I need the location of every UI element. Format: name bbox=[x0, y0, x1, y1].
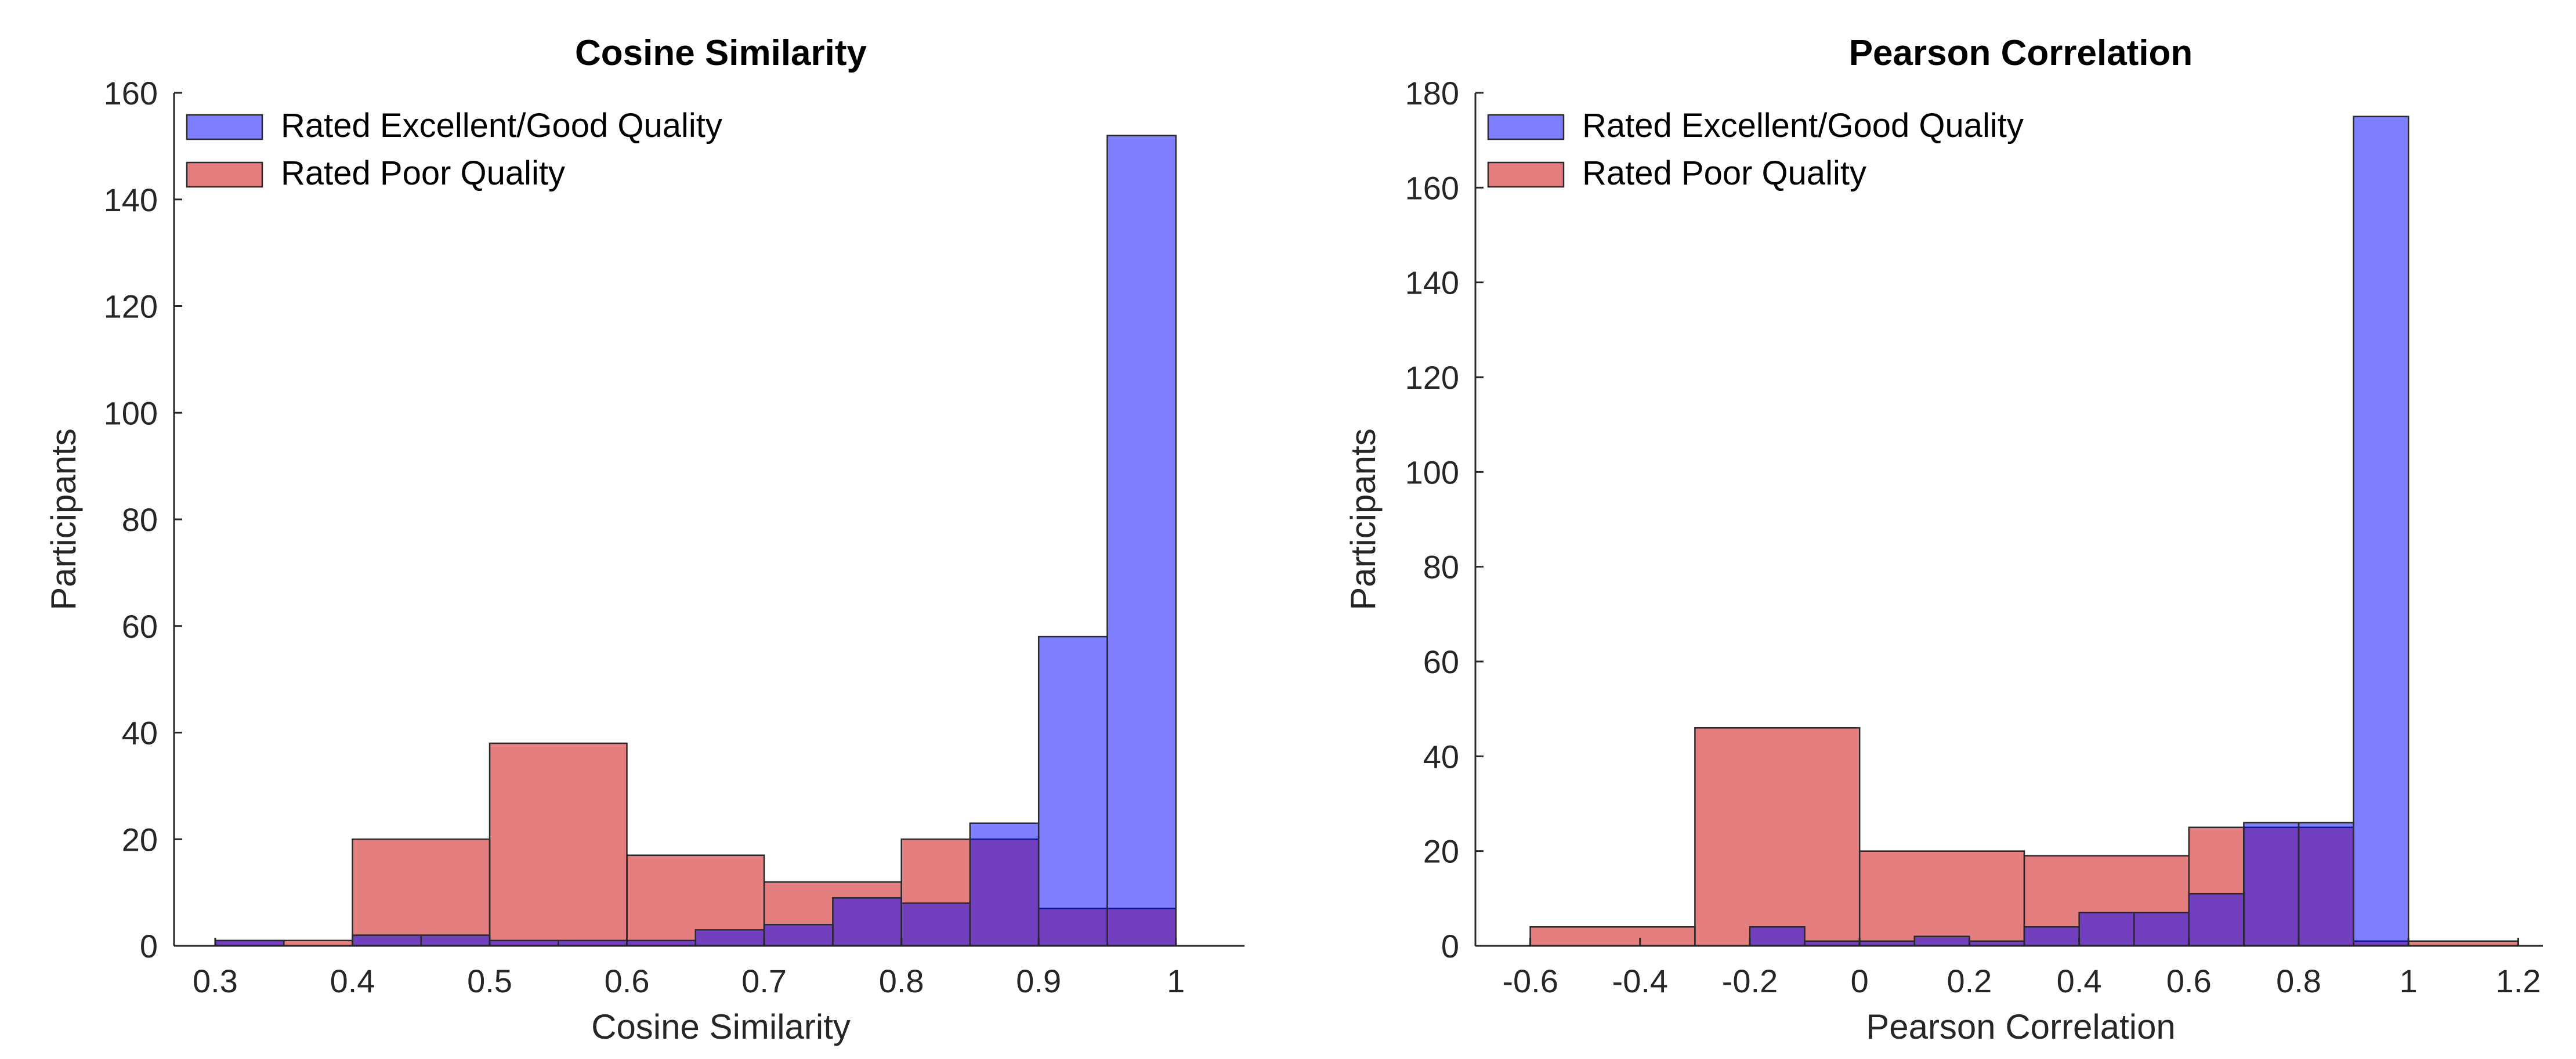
bar-poor-1 bbox=[352, 838, 491, 947]
x-tick-label: 0.8 bbox=[2276, 963, 2321, 999]
y-axis-label: Participants bbox=[44, 428, 83, 610]
legend-label-good: Rated Excellent/Good Quality bbox=[1582, 107, 2024, 144]
y-tick-label: 180 bbox=[1405, 75, 1459, 111]
bar-good-2 bbox=[352, 934, 422, 947]
bar-poor-2 bbox=[1858, 850, 2025, 947]
x-tick-label: 0.5 bbox=[467, 963, 512, 999]
bar-good-8 bbox=[2133, 912, 2190, 947]
bar-good-11 bbox=[2298, 822, 2354, 947]
bar-good-3 bbox=[420, 934, 491, 947]
x-tick-label: 0.4 bbox=[330, 963, 375, 999]
bar-good-9 bbox=[832, 897, 902, 947]
bar-poor-1 bbox=[1694, 727, 1861, 947]
y-tick-label: 60 bbox=[1423, 644, 1459, 680]
y-tick-label: 20 bbox=[1423, 833, 1459, 870]
bar-good-10 bbox=[900, 902, 971, 947]
bar-good-7 bbox=[694, 929, 765, 947]
y-tick-label: 80 bbox=[1423, 549, 1459, 585]
x-tick-label: 0.6 bbox=[605, 963, 650, 999]
bar-good-9 bbox=[2188, 892, 2245, 947]
bar-good-12 bbox=[1037, 635, 1108, 947]
y-tick-label: 40 bbox=[122, 715, 158, 751]
x-tick-label: 0 bbox=[1851, 963, 1869, 999]
x-axis-label: Cosine Similarity bbox=[591, 1007, 851, 1046]
y-tick-label: 0 bbox=[1441, 928, 1459, 964]
bar-poor-0 bbox=[1529, 926, 1696, 947]
x-tick-label: 1 bbox=[1167, 963, 1185, 999]
bar-good-1 bbox=[1749, 926, 1806, 947]
x-tick-label: -0.2 bbox=[1722, 963, 1778, 999]
chart-panel-2: -0.6 -0.4 -0.2 0 0.2 0.4 0.6 0.8 1 1.2 0 20 40 60 80 10… bbox=[1344, 33, 2543, 1046]
y-tick-label: 20 bbox=[122, 821, 158, 858]
y-tick-label: 120 bbox=[104, 288, 158, 325]
x-tick-label: 0.8 bbox=[879, 963, 924, 999]
y-tick-label: 120 bbox=[1405, 359, 1459, 396]
y-tick-label: 140 bbox=[104, 182, 158, 218]
y-tick-label: 0 bbox=[140, 928, 158, 964]
legend-label-poor: Rated Poor Quality bbox=[281, 154, 565, 192]
bar-good-4 bbox=[1913, 935, 1970, 947]
legend-swatch-good bbox=[186, 114, 263, 140]
chart-panel-1: 0.3 0.4 0.5 0.6 0.7 0.8 0.9 1 0 20 40 60 80 100 120 140… bbox=[44, 33, 1244, 1046]
bar-good-13 bbox=[1106, 135, 1177, 947]
bar-good-7 bbox=[2078, 912, 2135, 947]
x-tick-label: -0.6 bbox=[1502, 963, 1558, 999]
bar-poor-2 bbox=[489, 742, 628, 947]
y-tick-label: 60 bbox=[122, 608, 158, 645]
x-tick-label: 0.2 bbox=[1947, 963, 1992, 999]
chart-title: Cosine Similarity bbox=[575, 33, 867, 73]
bar-good-11 bbox=[969, 822, 1040, 947]
legend-swatch-poor bbox=[1487, 161, 1565, 188]
x-tick-label: -0.4 bbox=[1612, 963, 1669, 999]
x-tick-label: 0.6 bbox=[2166, 963, 2212, 999]
legend: Rated Excellent/Good Quality Rated Poor Q… bbox=[1487, 107, 2024, 192]
legend-label-poor: Rated Poor Quality bbox=[1582, 154, 1866, 192]
x-tick-label: 0.3 bbox=[193, 963, 238, 999]
x-axis-label: Pearson Correlation bbox=[1866, 1007, 2176, 1046]
y-tick-label: 100 bbox=[1405, 454, 1459, 490]
bar-good-12 bbox=[2353, 115, 2409, 947]
bar-good-8 bbox=[763, 924, 834, 947]
bar-good-6 bbox=[2023, 926, 2080, 947]
y-tick-label: 160 bbox=[104, 75, 158, 111]
y-axis-label: Participants bbox=[1344, 428, 1383, 610]
x-tick-label: 1 bbox=[2400, 963, 2418, 999]
x-tick-label: 1.2 bbox=[2495, 963, 2541, 999]
legend-swatch-good bbox=[1487, 114, 1565, 140]
y-tick-label: 160 bbox=[1405, 169, 1459, 206]
legend-swatch-poor bbox=[186, 161, 263, 188]
bar-good-10 bbox=[2243, 822, 2300, 947]
y-tick-label: 140 bbox=[1405, 265, 1459, 301]
legend-label-good: Rated Excellent/Good Quality bbox=[281, 107, 722, 144]
x-tick-label: 0.7 bbox=[741, 963, 787, 999]
y-tick-label: 100 bbox=[104, 395, 158, 431]
x-tick-label: 0.4 bbox=[2057, 963, 2102, 999]
x-tick-label: 0.9 bbox=[1016, 963, 1061, 999]
y-tick-label: 80 bbox=[122, 501, 158, 538]
chart-title: Pearson Correlation bbox=[1849, 33, 2193, 73]
legend: Rated Excellent/Good Quality Rated Poor Q… bbox=[186, 107, 722, 192]
y-tick-label: 40 bbox=[1423, 738, 1459, 775]
